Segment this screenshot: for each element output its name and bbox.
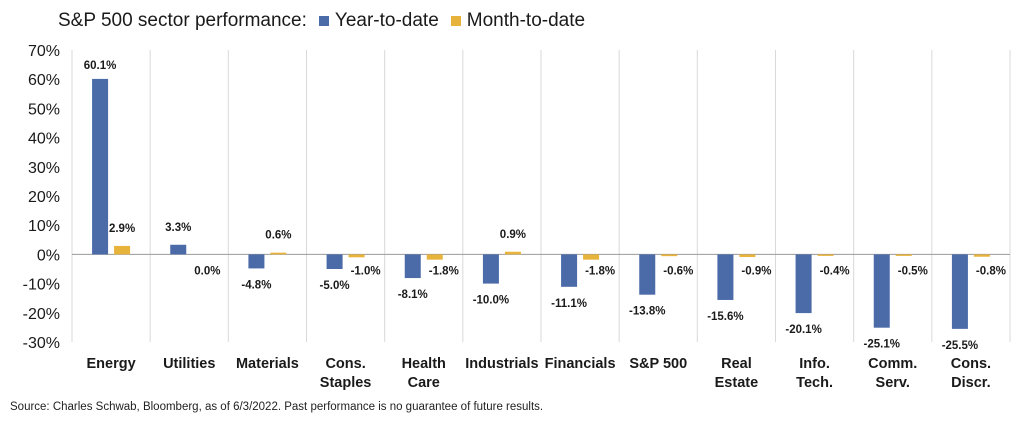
category-label: Tech. <box>796 375 833 391</box>
bar-mtd <box>114 245 131 255</box>
data-label-mtd: -0.9% <box>741 265 771 277</box>
category-label: Comm. <box>868 356 917 372</box>
y-tick-label: 10% <box>28 218 60 235</box>
y-tick-label: -30% <box>23 335 60 352</box>
bar-ytd <box>639 254 656 295</box>
category-label: S&P 500 <box>629 356 687 372</box>
data-label-mtd: 0.0% <box>194 265 220 277</box>
bar-mtd <box>895 254 912 256</box>
bar-ytd <box>482 254 499 284</box>
data-label-ytd: -25.1% <box>864 339 900 351</box>
legend-swatch-ytd <box>318 16 329 26</box>
bar-ytd <box>170 244 187 255</box>
data-label-mtd: -1.8% <box>429 265 459 277</box>
category-label: Estate <box>715 375 759 391</box>
y-tick-label: 50% <box>28 101 60 118</box>
category-label: Real <box>721 356 752 372</box>
chart-legend: S&P 500 sector performance: Year-to-date… <box>58 10 585 32</box>
y-tick-label: 70% <box>28 43 60 60</box>
source-note: Source: Charles Schwab, Bloomberg, as of… <box>10 401 544 413</box>
data-label-ytd: 3.3% <box>165 222 191 234</box>
category-label: Cons. <box>951 356 991 372</box>
legend-label-mtd: Month-to-date <box>466 10 586 31</box>
y-tick-label: -20% <box>23 306 60 323</box>
bar-ytd <box>873 254 890 328</box>
y-tick-label: -10% <box>23 277 60 294</box>
data-label-mtd: -0.6% <box>663 265 693 277</box>
category-label: Industrials <box>465 356 538 372</box>
bar-mtd <box>270 252 287 255</box>
category-label: Health <box>402 356 446 372</box>
data-label-ytd: -10.0% <box>473 295 509 307</box>
legend-label-ytd: Year-to-date <box>334 10 439 31</box>
bar-mtd <box>739 254 756 258</box>
category-label: Serv. <box>876 375 910 391</box>
bar-mtd <box>583 254 600 260</box>
category-label: Financials <box>545 356 616 372</box>
bar-mtd <box>348 254 365 258</box>
data-label-ytd: -4.8% <box>241 279 271 291</box>
category-label: Materials <box>236 356 299 372</box>
data-label-mtd: -0.4% <box>820 265 850 277</box>
data-label-ytd: -20.1% <box>785 324 821 336</box>
data-label-mtd: -1.8% <box>585 265 615 277</box>
category-label: Energy <box>86 356 135 372</box>
bar-ytd <box>561 254 578 287</box>
data-label-ytd: -15.6% <box>707 311 743 323</box>
category-label: Info. <box>799 356 830 372</box>
y-tick-label: 30% <box>28 160 60 177</box>
data-label-ytd: 60.1% <box>84 60 117 72</box>
y-tick-label: 40% <box>28 131 60 148</box>
category-label: Cons. <box>325 356 365 372</box>
bar-mtd <box>426 254 443 260</box>
y-tick-label: 20% <box>28 189 60 206</box>
chart-title: S&P 500 sector performance: <box>58 10 307 31</box>
bar-ytd <box>717 254 734 300</box>
data-label-ytd: -13.8% <box>629 306 665 318</box>
bar-ytd <box>248 254 265 269</box>
data-label-ytd: -11.1% <box>551 298 587 310</box>
data-label-ytd: -5.0% <box>320 280 350 292</box>
data-label-mtd: 2.9% <box>109 223 135 235</box>
category-label: Discr. <box>951 375 991 391</box>
y-tick-label: 0% <box>37 247 60 264</box>
bar-ytd <box>92 78 109 255</box>
data-label-ytd: -25.5% <box>942 340 978 352</box>
category-label: Staples <box>320 375 372 391</box>
bar-mtd <box>504 251 521 255</box>
bar-ytd <box>326 254 343 269</box>
data-label-mtd: -0.5% <box>898 265 928 277</box>
bar-mtd <box>817 254 834 256</box>
legend-swatch-mtd <box>450 16 461 26</box>
bar-ytd <box>795 254 812 314</box>
category-label: Utilities <box>163 356 215 372</box>
bar-ytd <box>951 254 968 329</box>
y-tick-label: 60% <box>28 72 60 89</box>
data-label-mtd: 0.6% <box>265 230 291 242</box>
bar-mtd <box>661 254 678 257</box>
bar-mtd <box>973 254 990 257</box>
data-label-mtd: -1.0% <box>351 265 381 277</box>
data-label-mtd: 0.9% <box>500 229 526 241</box>
data-label-ytd: -8.1% <box>398 289 428 301</box>
bar-ytd <box>404 254 421 279</box>
category-label: Care <box>408 375 440 391</box>
data-label-mtd: -0.8% <box>976 265 1006 277</box>
